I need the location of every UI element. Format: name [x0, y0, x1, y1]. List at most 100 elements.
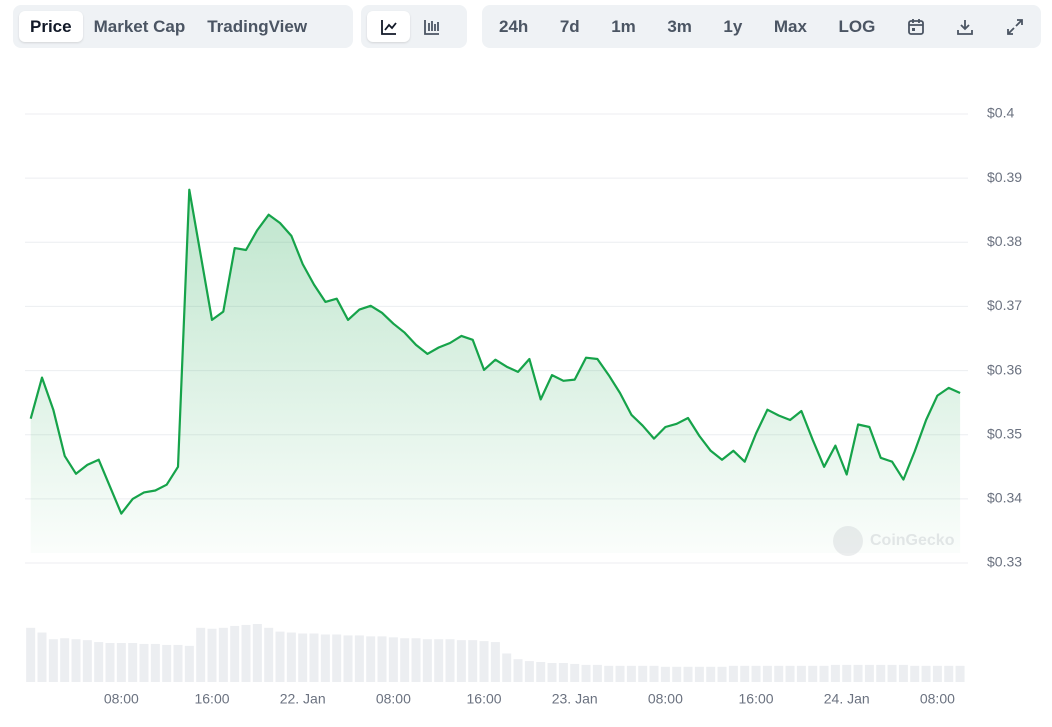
- volume-bar: [456, 640, 466, 682]
- range-button[interactable]: 7d: [559, 16, 580, 36]
- calendar-icon: [907, 18, 924, 35]
- volume-bar: [876, 664, 886, 682]
- volume-bar: [241, 624, 251, 682]
- volume-bar: [105, 643, 115, 682]
- volume-bar: [468, 640, 478, 682]
- tab-group: Price Market Cap TradingView: [13, 5, 353, 48]
- volume-bar: [332, 634, 342, 682]
- x-tick-label: 24. Jan: [824, 691, 870, 707]
- volume-bar: [320, 634, 330, 682]
- volume-bar: [842, 664, 852, 682]
- volume-bar: [581, 664, 591, 682]
- volume-bar: [139, 643, 149, 682]
- volume-bar: [932, 665, 942, 682]
- x-tick-label: 08:00: [376, 691, 411, 707]
- volume-bar: [116, 643, 126, 682]
- line-chart-button[interactable]: [367, 11, 410, 42]
- volume-bar: [388, 637, 398, 682]
- price-area: [30, 189, 961, 553]
- volume-bar: [309, 633, 319, 682]
- volume-bar: [808, 665, 818, 682]
- volume-bar: [604, 665, 614, 682]
- volume-bar: [547, 662, 557, 682]
- candle-chart-button[interactable]: [410, 11, 453, 42]
- tab[interactable]: Price: [19, 11, 83, 42]
- tab[interactable]: Market Cap: [93, 16, 186, 36]
- y-tick-label: $0.34: [987, 490, 1022, 506]
- volume-bar: [60, 638, 70, 682]
- y-tick-label: $0.35: [987, 425, 1022, 441]
- volume-bar: [377, 636, 387, 682]
- download-icon: [957, 19, 974, 35]
- volume-bar: [343, 635, 353, 682]
- volume-bar: [955, 665, 965, 682]
- fullscreen-button[interactable]: [995, 11, 1035, 42]
- range-button[interactable]: Max: [773, 16, 807, 36]
- volume-bar: [638, 665, 648, 682]
- volume-bar: [570, 663, 580, 682]
- volume-bar: [502, 653, 512, 682]
- candle-icon: [423, 19, 439, 35]
- volume-bar: [173, 644, 183, 682]
- volume-bar: [921, 665, 931, 682]
- volume-bar: [740, 665, 750, 682]
- volume-bar: [751, 665, 761, 682]
- volume-bar: [252, 624, 262, 682]
- volume-bar: [649, 665, 659, 682]
- y-tick-label: $0.39: [987, 169, 1022, 185]
- volume-bar: [513, 659, 523, 682]
- volume-bar: [162, 644, 172, 682]
- volume-bar: [48, 639, 58, 682]
- price-line: [29, 188, 961, 515]
- volume-bar: [286, 632, 296, 682]
- calendar-button[interactable]: [896, 11, 936, 42]
- volume-bar: [536, 662, 546, 682]
- download-button[interactable]: [945, 11, 985, 42]
- volume-bar: [910, 665, 920, 682]
- range-button[interactable]: 3m: [667, 16, 692, 36]
- watermark-text: CoinGecko: [870, 532, 955, 549]
- volume-bar: [298, 633, 308, 682]
- range-button[interactable]: 1y: [723, 16, 743, 36]
- volume-bar: [785, 665, 795, 682]
- volume-bar: [94, 642, 104, 682]
- chart-style-group: [361, 5, 467, 48]
- tab[interactable]: TradingView: [207, 16, 308, 36]
- volume-bar: [898, 664, 908, 682]
- volume-bar: [717, 666, 727, 682]
- volume-bar: [275, 631, 285, 682]
- log-button[interactable]: LOG: [838, 16, 876, 36]
- x-tick-label: 08:00: [104, 691, 139, 707]
- volume-bar: [944, 665, 954, 682]
- x-tick-label: 08:00: [648, 691, 683, 707]
- volume-bar: [626, 665, 636, 682]
- volume-bar: [490, 642, 500, 682]
- volume-bar: [694, 666, 704, 682]
- volume-bar: [592, 664, 602, 682]
- range-button[interactable]: 1m: [611, 16, 636, 36]
- volume-bar: [853, 664, 863, 682]
- y-tick-label: $0.37: [987, 297, 1022, 313]
- volume-bar: [479, 641, 489, 682]
- volume-bar: [672, 666, 682, 682]
- volume-bar: [71, 639, 81, 682]
- volume-bar: [422, 639, 432, 682]
- x-tick-label: 22. Jan: [280, 691, 326, 707]
- volume-bar: [400, 638, 410, 682]
- volume-bar: [683, 666, 693, 682]
- volume-bar: [128, 643, 138, 682]
- volume-bar: [207, 628, 217, 682]
- watermark: CoinGecko: [833, 526, 955, 556]
- volume-bar: [196, 627, 206, 682]
- volume-bar: [762, 665, 772, 682]
- volume-bar: [230, 625, 240, 682]
- y-tick-label: $0.38: [987, 233, 1022, 249]
- x-tick-label: 08:00: [920, 691, 955, 707]
- volume-bar: [354, 635, 364, 682]
- volume-bar: [82, 640, 92, 682]
- y-tick-label: $0.36: [987, 361, 1022, 377]
- range-button[interactable]: 24h: [499, 16, 529, 36]
- volume-bar: [819, 665, 829, 682]
